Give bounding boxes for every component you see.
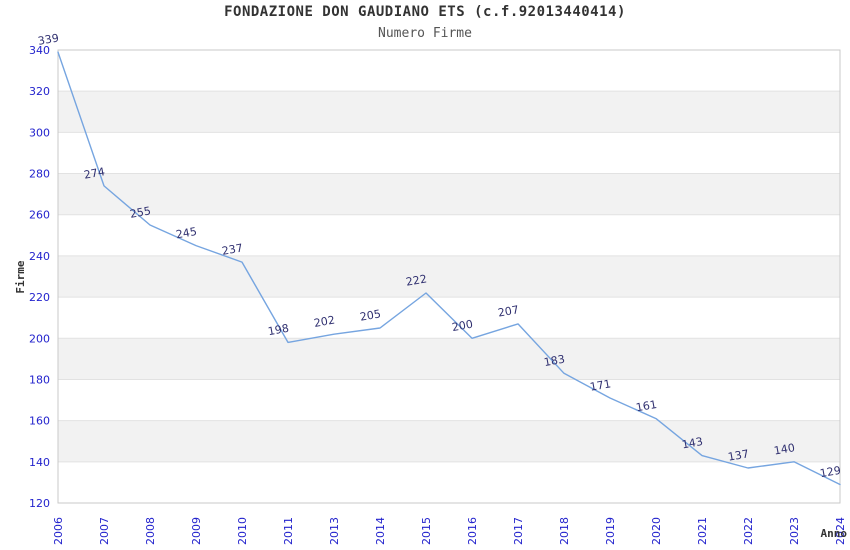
x-tick-2016: 2016: [466, 517, 479, 545]
x-tick-2010: 2010: [236, 517, 249, 545]
data-label-2017: 207: [497, 303, 520, 319]
x-tick-2015: 2015: [420, 517, 433, 545]
data-label-2016: 200: [451, 318, 474, 334]
y-tick-240: 240: [29, 250, 50, 263]
x-tick-2009: 2009: [190, 517, 203, 545]
data-label-2024: 129: [819, 464, 842, 480]
chart-subtitle: Numero Firme: [378, 26, 472, 41]
data-label-2006: 339: [37, 31, 60, 47]
x-tick-2020: 2020: [650, 517, 663, 545]
data-label-2015: 222: [405, 272, 428, 288]
x-tick-2024: 2024: [834, 517, 847, 545]
x-axis-title: Anno: [821, 527, 848, 540]
data-label-2020: 161: [635, 398, 658, 414]
plot-band: [58, 420, 840, 462]
x-tick-2019: 2019: [604, 517, 617, 545]
x-tick-2022: 2022: [742, 517, 755, 545]
y-tick-160: 160: [29, 415, 50, 428]
y-tick-280: 280: [29, 168, 50, 181]
y-tick-120: 120: [29, 497, 50, 510]
x-tick-2017: 2017: [512, 517, 525, 545]
series-line: [57, 51, 841, 486]
data-label-2011: 198: [267, 322, 290, 338]
x-tick-2011: 2011: [282, 517, 295, 545]
y-tick-260: 260: [29, 209, 50, 222]
y-tick-140: 140: [29, 456, 50, 469]
data-label-2010: 237: [221, 241, 244, 257]
y-tick-320: 320: [29, 85, 50, 98]
y-axis-title: Firme: [14, 260, 27, 293]
data-label-2009: 245: [175, 225, 198, 241]
chart-title: FONDAZIONE DON GAUDIANO ETS (c.f.9201344…: [224, 4, 626, 20]
x-tick-2013: 2013: [328, 517, 341, 545]
y-tick-300: 300: [29, 126, 50, 139]
data-label-2023: 140: [773, 441, 796, 457]
y-tick-180: 180: [29, 373, 50, 386]
y-tick-200: 200: [29, 332, 50, 345]
data-label-2021: 143: [681, 435, 704, 451]
x-tick-2007: 2007: [98, 517, 111, 545]
plot-border: [57, 49, 841, 504]
x-tick-2021: 2021: [696, 517, 709, 545]
data-label-2018: 183: [543, 353, 566, 369]
x-tick-2006: 2006: [52, 517, 65, 545]
x-tick-2023: 2023: [788, 517, 801, 545]
plot-band: [58, 91, 840, 133]
plot-band: [58, 255, 840, 298]
y-tick-220: 220: [29, 291, 50, 304]
data-label-2014: 205: [359, 307, 382, 323]
x-tick-2008: 2008: [144, 517, 157, 545]
data-label-2022: 137: [727, 447, 750, 463]
plot-band: [58, 338, 840, 380]
y-tick-340: 340: [29, 44, 50, 57]
plot-band: [58, 173, 840, 215]
data-label-2013: 202: [313, 313, 336, 329]
data-label-2007: 274: [83, 165, 106, 181]
data-label-2019: 171: [589, 377, 612, 393]
data-label-2008: 255: [129, 204, 152, 220]
x-tick-2018: 2018: [558, 517, 571, 545]
x-tick-2014: 2014: [374, 517, 387, 545]
